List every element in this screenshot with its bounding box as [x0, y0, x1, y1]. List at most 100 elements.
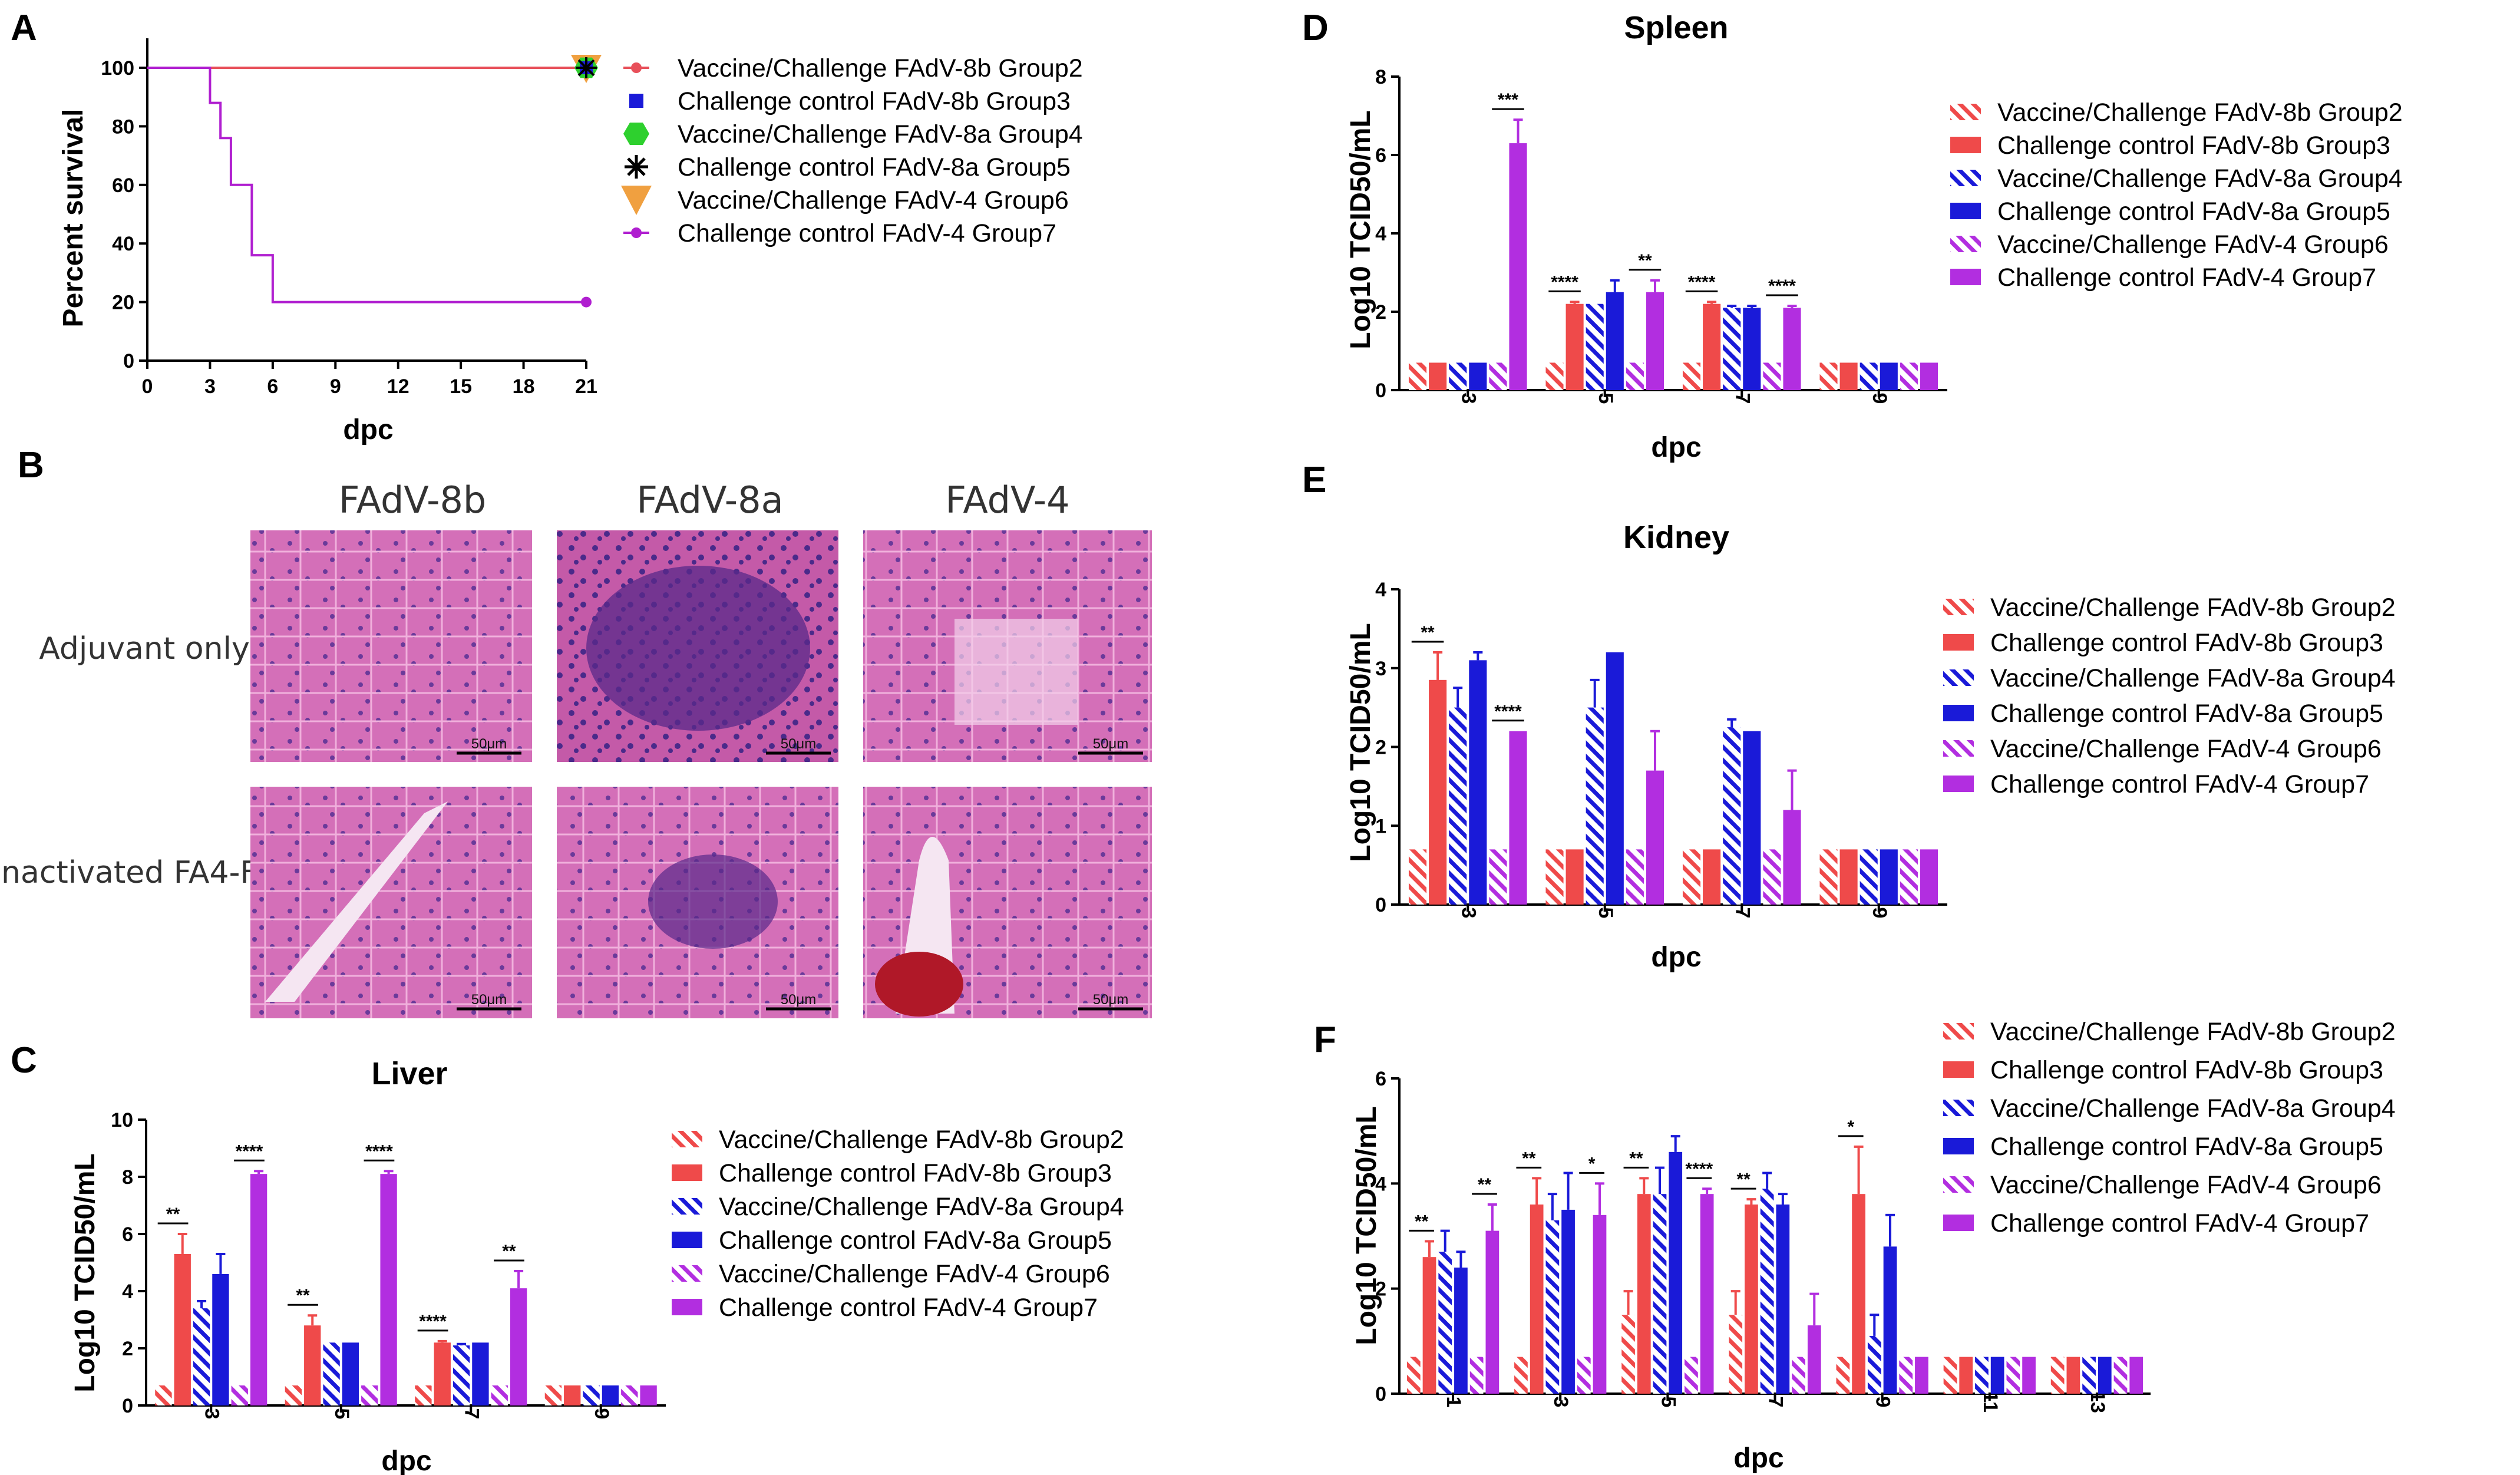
panel-d-x-tick-label: 5 [1594, 393, 1617, 404]
panel-c-significance-label: ** [296, 1286, 310, 1305]
legend-marker-triangle [621, 186, 652, 215]
panel-d-significance-label: **** [1688, 272, 1716, 292]
lesion-focus [586, 566, 810, 731]
survival-end-marker [581, 296, 592, 308]
panel-c-significance-label: ** [502, 1242, 516, 1261]
panel-e-legend-label: Vaccine/Challenge FAdV-8a Group4 [1990, 664, 2396, 692]
panel-f-legend-label: Challenge control FAdV-8a Group5 [1990, 1133, 2383, 1161]
vessel-shape [265, 801, 448, 1002]
survival-x-tick-label: 18 [513, 375, 535, 398]
panel-d-legend-swatch [1950, 203, 1981, 219]
scale-bar-label: 50μm [781, 736, 817, 752]
panel-c-y-tick-label: 6 [122, 1223, 133, 1246]
panel-d-legend-label: Challenge control FAdV-8a Group5 [1997, 197, 2390, 226]
panel-e-xlabel: dpc [1651, 942, 1701, 973]
panel-e-legend-label: Vaccine/Challenge FAdV-4 Group6 [1990, 735, 2382, 763]
panel-f-bar [1422, 1257, 1436, 1394]
panel-d-bar [1880, 362, 1898, 390]
panel-c-y-tick-label: 0 [122, 1395, 133, 1417]
panel-e-bar [1723, 727, 1741, 905]
panel-f-bar [2082, 1357, 2096, 1394]
histology-col-8b: FAdV-8b [339, 479, 487, 522]
panel-d-bar [1839, 362, 1858, 390]
panel-c-bar [491, 1385, 508, 1405]
panel-f-bar [1561, 1209, 1575, 1394]
panel-f-legend-swatch [1943, 1061, 1974, 1078]
panel-c-bar [155, 1385, 172, 1405]
panel-f-bar [1959, 1357, 1973, 1394]
panel-f-y-tick-label: 2 [1375, 1278, 1386, 1301]
panel-f-legend-label: Challenge control FAdV-8b Group3 [1990, 1056, 2383, 1084]
survival-y-tick-label: 60 [112, 174, 134, 197]
legend-marker-dot [631, 227, 642, 238]
panel-d-bar [1449, 362, 1467, 390]
panel-f-bar [1485, 1230, 1500, 1394]
panel-f-x-tick-label: 13 [2086, 1391, 2109, 1413]
panel-e-bar [1763, 849, 1781, 905]
panel-d-legend-swatch [1950, 269, 1981, 285]
panel-c-legend-label: Vaccine/Challenge FAdV-8b Group2 [719, 1126, 1124, 1154]
panel-a-xlabel: dpc [343, 414, 393, 446]
panel-e-x-tick-label: 5 [1594, 908, 1617, 919]
survival-x-tick-label: 9 [330, 375, 341, 398]
panel-e-y-tick-label: 2 [1375, 737, 1386, 759]
panel-d-significance-label: ** [1638, 251, 1652, 270]
panel-f-bar [2050, 1357, 2065, 1394]
panel-e-bar [1545, 849, 1564, 905]
panel-f-significance-label: ** [1522, 1149, 1536, 1168]
panel-e-legend-swatch [1943, 776, 1974, 792]
survival-x-tick-label: 3 [204, 375, 216, 398]
panel-e-x-tick-label: 7 [1731, 908, 1753, 919]
panel-f-bar [1637, 1194, 1651, 1394]
panel-e-bar [1703, 849, 1721, 905]
panel-c-bar [453, 1345, 470, 1405]
panel-c-legend-label: Challenge control FAdV-8a Group5 [719, 1226, 1112, 1255]
histology-row-inactivated: Inactivated FA4-F8b [0, 855, 296, 890]
panel-c-y-tick-label: 2 [122, 1338, 133, 1360]
panel-c-bar [602, 1385, 619, 1405]
legend-entry-label: Vaccine/Challenge FAdV-8b Group2 [678, 54, 1083, 83]
panel-d-bar [1469, 362, 1487, 390]
panel-f-bar [2006, 1357, 2020, 1394]
panel-c-bar [564, 1385, 581, 1405]
panel-e-bar [1469, 660, 1487, 905]
scale-bar-label: 50μm [471, 992, 507, 1008]
panel-c-legend-label: Vaccine/Challenge FAdV-8a Group4 [719, 1193, 1124, 1221]
panel-c-legend-swatch [672, 1131, 702, 1147]
survival-line-series [147, 67, 586, 303]
panel-f-bar [1545, 1220, 1560, 1394]
panel-e-legend-swatch [1943, 634, 1974, 651]
panel-d-legend-label: Challenge control FAdV-8b Group3 [1997, 131, 2390, 160]
panel-d-bar [1565, 303, 1584, 390]
panel-d-legend-swatch [1950, 170, 1981, 186]
scale-bar-label: 50μm [781, 992, 817, 1008]
panel-f-significance-label: * [1847, 1117, 1854, 1137]
panel-e-bar [1586, 707, 1604, 905]
panel-e-bar [1449, 707, 1467, 905]
panel-c-x-tick-label: 3 [200, 1408, 223, 1420]
legend-marker-star [625, 155, 648, 179]
panel-d-significance-label: *** [1498, 90, 1518, 110]
panel-f-bar [1990, 1357, 2004, 1394]
panel-e-legend-swatch [1943, 599, 1974, 615]
panel-c-bar [323, 1342, 340, 1405]
panel-d-bar [1819, 362, 1838, 390]
panel-d-legend-label: Vaccine/Challenge FAdV-8b Group2 [1997, 98, 2403, 127]
panel-e-legend-swatch [1943, 669, 1974, 686]
panel-f-bar [1943, 1357, 1957, 1394]
panel-c-legend-swatch [672, 1198, 702, 1215]
panel-f-bar [1593, 1215, 1607, 1394]
panel-c-bar [212, 1273, 229, 1405]
panel-f-x-tick-label: 11 [1979, 1391, 2002, 1413]
panel-f-bar [1975, 1357, 1989, 1394]
legend-entry-label: Challenge control FAdV-4 Group7 [678, 219, 1056, 248]
panel-f-bar [1406, 1357, 1421, 1394]
panel-f-bar [1621, 1315, 1635, 1394]
panel-e-y-tick-label: 3 [1375, 658, 1386, 680]
panel-label-c: C [11, 1040, 37, 1081]
panel-e-bar [1860, 849, 1878, 905]
panel-e-legend-label: Vaccine/Challenge FAdV-8b Group2 [1990, 593, 2396, 622]
vacuolation-area [955, 619, 1078, 725]
legend-entry-label: Vaccine/Challenge FAdV-4 Group6 [678, 186, 1069, 215]
panel-c-bar [304, 1325, 321, 1405]
